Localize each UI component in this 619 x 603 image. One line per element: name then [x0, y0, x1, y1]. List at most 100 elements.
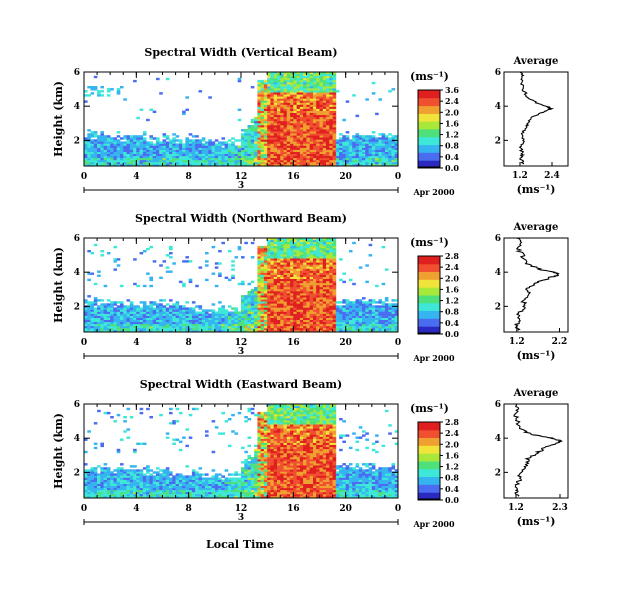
- heatmap-cell: [179, 141, 183, 143]
- heatmap-cell: [300, 129, 304, 131]
- x-tick-label: 16: [287, 172, 300, 182]
- heatmap-cell: [205, 264, 209, 266]
- heatmap-cell: [248, 283, 252, 285]
- heatmap-cell: [359, 162, 363, 164]
- heatmap-cell: [297, 76, 301, 78]
- heatmap-cell: [306, 150, 310, 152]
- heatmap-cell: [287, 100, 291, 102]
- heatmap-cell: [300, 324, 304, 326]
- colorbar-tick-label: 0.0: [445, 163, 459, 173]
- heatmap-cell: [185, 146, 189, 148]
- heatmap-cell: [369, 158, 373, 160]
- heatmap-cell: [107, 158, 111, 160]
- heatmap-cell: [378, 154, 382, 156]
- heatmap-cell: [120, 307, 124, 309]
- heatmap-cell: [277, 154, 281, 156]
- heatmap-cell: [284, 150, 288, 152]
- heatmap-cell: [326, 262, 330, 264]
- heatmap-cell: [313, 137, 317, 139]
- heatmap-cell: [267, 320, 271, 322]
- heatmap-cell: [91, 307, 95, 309]
- heatmap-cell: [176, 135, 180, 137]
- heatmap-cell: [87, 469, 91, 471]
- heatmap-cell: [293, 262, 297, 264]
- heatmap-cell: [326, 117, 330, 119]
- heatmap-cell: [149, 141, 153, 143]
- heatmap-cell: [143, 146, 147, 148]
- heatmap-cell: [228, 305, 232, 307]
- heatmap-cell: [290, 262, 294, 264]
- heatmap-cell: [156, 162, 160, 164]
- heatmap-cell: [159, 154, 163, 156]
- heatmap-cell: [84, 90, 88, 92]
- heatmap-cell: [372, 150, 376, 152]
- heatmap-cell: [280, 283, 284, 285]
- heatmap-cell: [349, 316, 353, 318]
- heatmap-cell: [136, 486, 140, 488]
- heatmap-cell: [267, 307, 271, 309]
- heatmap-cell: [297, 328, 301, 330]
- heatmap-cell: [369, 307, 373, 309]
- heatmap-cell: [313, 275, 317, 277]
- heatmap-cell: [300, 76, 304, 78]
- heatmap-cell: [284, 275, 288, 277]
- heatmap-cell: [123, 420, 127, 422]
- heatmap-cell: [342, 305, 346, 307]
- heatmap-cell: [117, 139, 121, 141]
- heatmap-cell: [195, 135, 199, 137]
- heatmap-cell: [274, 137, 278, 139]
- heatmap-cell: [339, 162, 343, 164]
- heatmap-cell: [120, 150, 124, 152]
- heatmap-cell: [306, 312, 310, 314]
- heatmap-cell: [110, 316, 114, 318]
- heatmap-cell: [231, 312, 235, 314]
- heatmap-cell: [306, 291, 310, 293]
- heatmap-cell: [326, 246, 330, 248]
- heatmap-cell: [333, 150, 337, 152]
- heatmap-cell: [277, 287, 281, 289]
- heatmap-cell: [293, 275, 297, 277]
- heatmap-cell: [257, 125, 261, 127]
- heatmap-cell: [120, 158, 124, 160]
- heatmap-cell: [257, 129, 261, 131]
- heatmap-cell: [172, 141, 176, 143]
- heatmap-cell: [143, 312, 147, 314]
- heatmap-cell: [356, 150, 360, 152]
- heatmap-cell: [270, 303, 274, 305]
- heatmap-cell: [172, 324, 176, 326]
- heatmap-cell: [94, 307, 98, 309]
- heatmap-cell: [333, 158, 337, 160]
- heatmap-cell: [303, 96, 307, 98]
- heatmap-cell: [306, 113, 310, 115]
- heatmap-cell: [356, 316, 360, 318]
- heatmap-cell: [231, 307, 235, 309]
- heatmap-cell: [329, 266, 333, 268]
- heatmap-cell: [228, 154, 232, 156]
- heatmap-cell: [352, 242, 356, 244]
- heatmap-cell: [293, 254, 297, 256]
- heatmap-cell: [392, 154, 396, 156]
- heatmap-cell: [231, 316, 235, 318]
- heatmap-cell: [264, 80, 268, 82]
- heatmap-cell: [349, 312, 353, 314]
- heatmap-cell: [333, 307, 337, 309]
- heatmap-cell: [107, 150, 111, 152]
- heatmap-cell: [326, 279, 330, 281]
- heatmap-cell: [202, 154, 206, 156]
- heatmap-cell: [257, 324, 261, 326]
- heatmap-cell: [251, 121, 255, 123]
- heatmap-cell: [316, 129, 320, 131]
- heatmap-cell: [313, 88, 317, 90]
- heatmap-cell: [310, 287, 314, 289]
- heatmap-cell: [113, 301, 117, 303]
- heatmap-cell: [248, 291, 252, 293]
- heatmap-cell: [143, 133, 147, 135]
- heatmap-cell: [130, 324, 134, 326]
- heatmap-cell: [84, 316, 88, 318]
- heatmap-cell: [117, 150, 121, 152]
- heatmap-cell: [313, 307, 317, 309]
- heatmap-cell: [113, 258, 117, 260]
- heatmap-cell: [97, 410, 101, 412]
- heatmap-cell: [270, 271, 274, 273]
